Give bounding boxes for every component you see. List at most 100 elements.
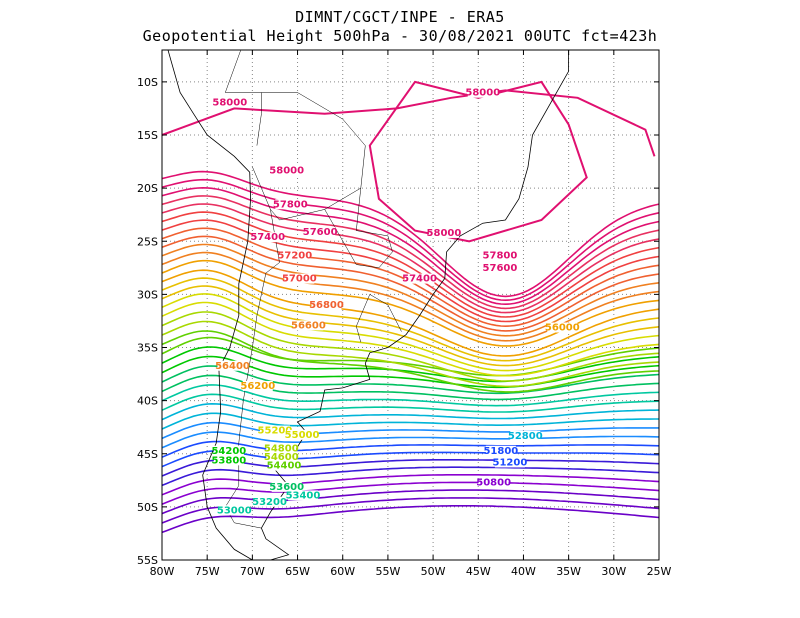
contour-label-background: [268, 460, 299, 471]
contour-lines: [162, 80, 659, 534]
contour-line: [162, 384, 659, 407]
contour-label-background: [293, 320, 324, 331]
lat-tick-label: 35S: [137, 342, 158, 355]
title-line-2: Geopotential Height 500hPa - 30/08/2021 …: [142, 27, 658, 45]
contour-line: [162, 195, 659, 310]
contour-label-background: [467, 87, 498, 98]
contour-label-background: [214, 97, 245, 108]
contour-label-background: [279, 250, 310, 261]
contour-label-background: [266, 443, 297, 454]
contour-label-background: [404, 273, 435, 284]
title-line-1: DIMNT/CGCT/INPE - ERA5: [295, 8, 505, 26]
lon-tick-label: 55W: [375, 565, 400, 578]
contour-label: 53400: [286, 490, 321, 501]
contour-line: [162, 186, 659, 306]
contour-line: [162, 235, 659, 332]
contour-label: 57200: [277, 250, 312, 261]
contour-label: 51200: [493, 457, 528, 468]
contour-label: 56000: [545, 323, 580, 334]
contour-label: 52800: [508, 431, 543, 442]
contour-label: 58000: [212, 97, 247, 108]
contour-label: 56400: [215, 361, 250, 372]
contour-label: 53200: [252, 497, 287, 508]
high-contour: [368, 80, 588, 243]
contour-line: [162, 336, 659, 377]
contour-label: 58000: [269, 165, 304, 176]
contour-label-background: [485, 445, 516, 456]
country-border: [224, 50, 262, 93]
country-border: [356, 294, 402, 343]
contour-line: [162, 402, 659, 421]
lon-tick-label: 35W: [556, 565, 581, 578]
lon-tick-label: 25W: [647, 565, 672, 578]
lat-tick-label: 10S: [137, 76, 158, 89]
contour-label-background: [311, 300, 342, 311]
contour-line: [162, 346, 659, 383]
contour-line: [162, 330, 659, 393]
contour-label-background: [242, 380, 273, 391]
lat-tick-label: 45S: [137, 448, 158, 461]
contour-label: 53800: [211, 455, 246, 466]
lat-tick-label: 25S: [137, 235, 158, 248]
contour-line: [162, 481, 659, 506]
contour-label-background: [275, 199, 306, 210]
contour-label: 57600: [303, 227, 338, 238]
contour-label: 58000: [465, 88, 500, 99]
contour-label-background: [217, 360, 248, 371]
contour-label: 51800: [483, 446, 518, 457]
contour-line: [162, 393, 659, 413]
contour-label-background: [213, 455, 244, 466]
contour-label: 50800: [476, 478, 511, 489]
contour-label-background: [287, 490, 318, 501]
contour-line: [162, 374, 659, 401]
contour-label: 57800: [273, 199, 308, 210]
contour-line: [162, 311, 659, 382]
contour-label-background: [287, 429, 318, 440]
contour-label: 56600: [291, 320, 326, 331]
contour-label-background: [259, 425, 290, 436]
lon-tick-label: 80W: [150, 565, 175, 578]
contour-line: [162, 251, 659, 342]
contour-label: 54400: [267, 461, 302, 472]
lat-tick-label: 55S: [137, 554, 158, 567]
contour-label-background: [271, 165, 302, 176]
contour-line: [162, 412, 659, 430]
contour-label-background: [510, 430, 541, 441]
contour-line: [162, 170, 659, 298]
contour-label: 53000: [217, 505, 252, 516]
contour-line: [162, 421, 659, 440]
contour-label: 55200: [258, 426, 293, 437]
high-contour: [162, 89, 656, 157]
country-border: [324, 188, 393, 269]
contour-label-background: [252, 232, 283, 243]
contour-label: 57400: [250, 232, 285, 243]
contour-label-background: [478, 477, 509, 488]
contour-label-background: [428, 227, 459, 238]
contour-label: 54200: [211, 446, 246, 457]
contour-label: 57600: [483, 263, 518, 274]
axis-ticks: 80W 75W 70W 65W 60W 55W 50W 45W 40W 35W 30W 25W 10S 1…: [137, 50, 672, 578]
contour-label: 57400: [402, 274, 437, 285]
lon-tick-label: 65W: [285, 565, 310, 578]
contour-label: 53600: [269, 482, 304, 493]
lon-tick-label: 60W: [330, 565, 355, 578]
lon-tick-label: 50W: [421, 565, 446, 578]
country-border: [252, 92, 366, 221]
lat-tick-label: 20S: [137, 182, 158, 195]
lon-tick-label: 75W: [195, 565, 220, 578]
contour-line: [162, 203, 659, 314]
contour-line: [162, 269, 659, 357]
contour-label: 58000: [427, 228, 462, 239]
contour-label: 57800: [483, 250, 518, 261]
contour-label-background: [271, 481, 302, 492]
contour-label: 54600: [264, 452, 299, 463]
lon-tick-label: 45W: [466, 565, 491, 578]
lat-tick-label: 30S: [137, 288, 158, 301]
contour-label-background: [547, 322, 578, 333]
contour-line: [162, 489, 659, 515]
contour-label: 54800: [264, 444, 299, 455]
contour-label: 56200: [240, 381, 275, 392]
lat-tick-label: 15S: [137, 129, 158, 142]
contour-label-background: [284, 273, 315, 284]
